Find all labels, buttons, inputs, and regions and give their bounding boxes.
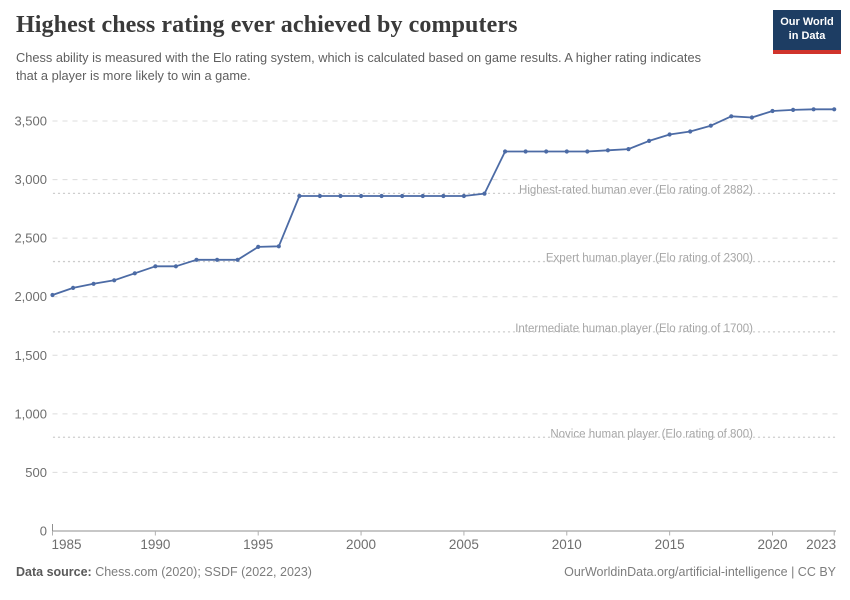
data-point-2012 bbox=[605, 148, 611, 153]
owid-logo-line1: Our World bbox=[780, 16, 834, 29]
y-axis-label: 2,500 bbox=[14, 231, 47, 246]
x-axis-label-2015: 2015 bbox=[655, 537, 685, 552]
data-point-2020 bbox=[770, 108, 775, 114]
data-point-2023 bbox=[832, 107, 837, 112]
y-axis-label: 1,500 bbox=[14, 348, 47, 363]
data-point-1986 bbox=[71, 285, 76, 290]
owid-license-link[interactable]: OurWorldinData.org/artificial-intelligen… bbox=[564, 565, 836, 579]
data-point-2019 bbox=[749, 115, 755, 120]
data-point-1990 bbox=[153, 264, 158, 269]
data-point-2011 bbox=[585, 149, 590, 154]
x-axis-label-2023: 2023 bbox=[806, 537, 836, 552]
data-point-1988 bbox=[112, 278, 117, 283]
y-axis-label: 500 bbox=[25, 465, 47, 480]
chart-header: Highest chess rating ever achieved by co… bbox=[16, 12, 750, 85]
x-axis-label-1995: 1995 bbox=[243, 537, 273, 552]
page-title: Highest chess rating ever achieved by co… bbox=[16, 12, 518, 38]
owid-logo[interactable]: Our World in Data bbox=[773, 10, 841, 54]
data-point-2017 bbox=[708, 123, 713, 128]
y-axis-label: 3,000 bbox=[14, 172, 47, 187]
x-axis-label-1985: 1985 bbox=[52, 537, 82, 552]
data-point-2009 bbox=[544, 149, 549, 154]
data-point-2015 bbox=[667, 132, 672, 137]
data-point-2004 bbox=[441, 193, 446, 199]
x-axis-label-2000: 2000 bbox=[346, 537, 376, 552]
reference-label-2300: Expert human player (Elo rating of 2300) bbox=[546, 253, 753, 265]
data-point-1999 bbox=[338, 193, 343, 199]
y-axis-label: 3,500 bbox=[14, 114, 47, 129]
data-point-2003 bbox=[420, 193, 425, 199]
x-axis-label-2020: 2020 bbox=[757, 537, 787, 552]
data-point-2007 bbox=[503, 149, 508, 154]
y-axis-label: 0 bbox=[40, 524, 47, 539]
data-point-1985 bbox=[50, 292, 55, 298]
data-point-2013 bbox=[626, 147, 631, 152]
data-point-1997 bbox=[297, 193, 302, 199]
chess-rating-line bbox=[51, 108, 836, 296]
data-point-2022 bbox=[811, 107, 816, 112]
x-axis-label-1990: 1990 bbox=[140, 537, 170, 552]
x-axis-label-2005: 2005 bbox=[449, 537, 479, 552]
reference-label-800: Novice human player (Elo rating of 800) bbox=[550, 428, 753, 440]
y-axis-label: 2,000 bbox=[14, 289, 47, 304]
data-point-1996 bbox=[276, 244, 281, 249]
owid-logo-red-strip bbox=[773, 50, 841, 54]
data-point-2018 bbox=[729, 114, 734, 119]
data-point-2010 bbox=[564, 149, 569, 154]
y-axis-label: 1,000 bbox=[14, 406, 47, 421]
owid-logo-line2: in Data bbox=[788, 30, 826, 42]
owid-logo-text: Our World in Data bbox=[773, 10, 841, 50]
data-source-text: Chess.com (2020); SSDF (2022, 2023) bbox=[91, 565, 312, 579]
x-axis-label-2010: 2010 bbox=[552, 537, 582, 552]
data-point-1998 bbox=[317, 193, 322, 199]
data-point-1991 bbox=[173, 264, 178, 269]
chart-subtitle: Chess ability is measured with the Elo r… bbox=[16, 49, 701, 83]
data-point-1993 bbox=[215, 257, 220, 262]
reference-label-1700: Intermediate human player (Elo rating of… bbox=[515, 323, 753, 335]
data-source-label: Data source: bbox=[16, 565, 92, 579]
data-point-2001 bbox=[379, 193, 384, 199]
reference-label-2882: Highest-rated human ever (Elo rating of … bbox=[519, 184, 753, 196]
data-point-1992 bbox=[194, 257, 199, 262]
data-point-2002 bbox=[400, 193, 405, 199]
data-point-2006 bbox=[482, 191, 487, 196]
data-point-2005 bbox=[461, 193, 466, 199]
data-point-2021 bbox=[791, 107, 796, 112]
data-point-1987 bbox=[91, 281, 96, 286]
data-point-1989 bbox=[132, 271, 137, 276]
data-point-2000 bbox=[359, 193, 364, 199]
data-point-1995 bbox=[256, 244, 261, 249]
chart-footer: Data source: Chess.com (2020); SSDF (202… bbox=[16, 565, 836, 579]
data-point-2016 bbox=[688, 129, 693, 134]
data-point-2014 bbox=[647, 138, 652, 143]
data-point-2008 bbox=[523, 149, 528, 154]
data-source: Data source: Chess.com (2020); SSDF (202… bbox=[16, 565, 312, 579]
data-point-1994 bbox=[235, 257, 240, 262]
